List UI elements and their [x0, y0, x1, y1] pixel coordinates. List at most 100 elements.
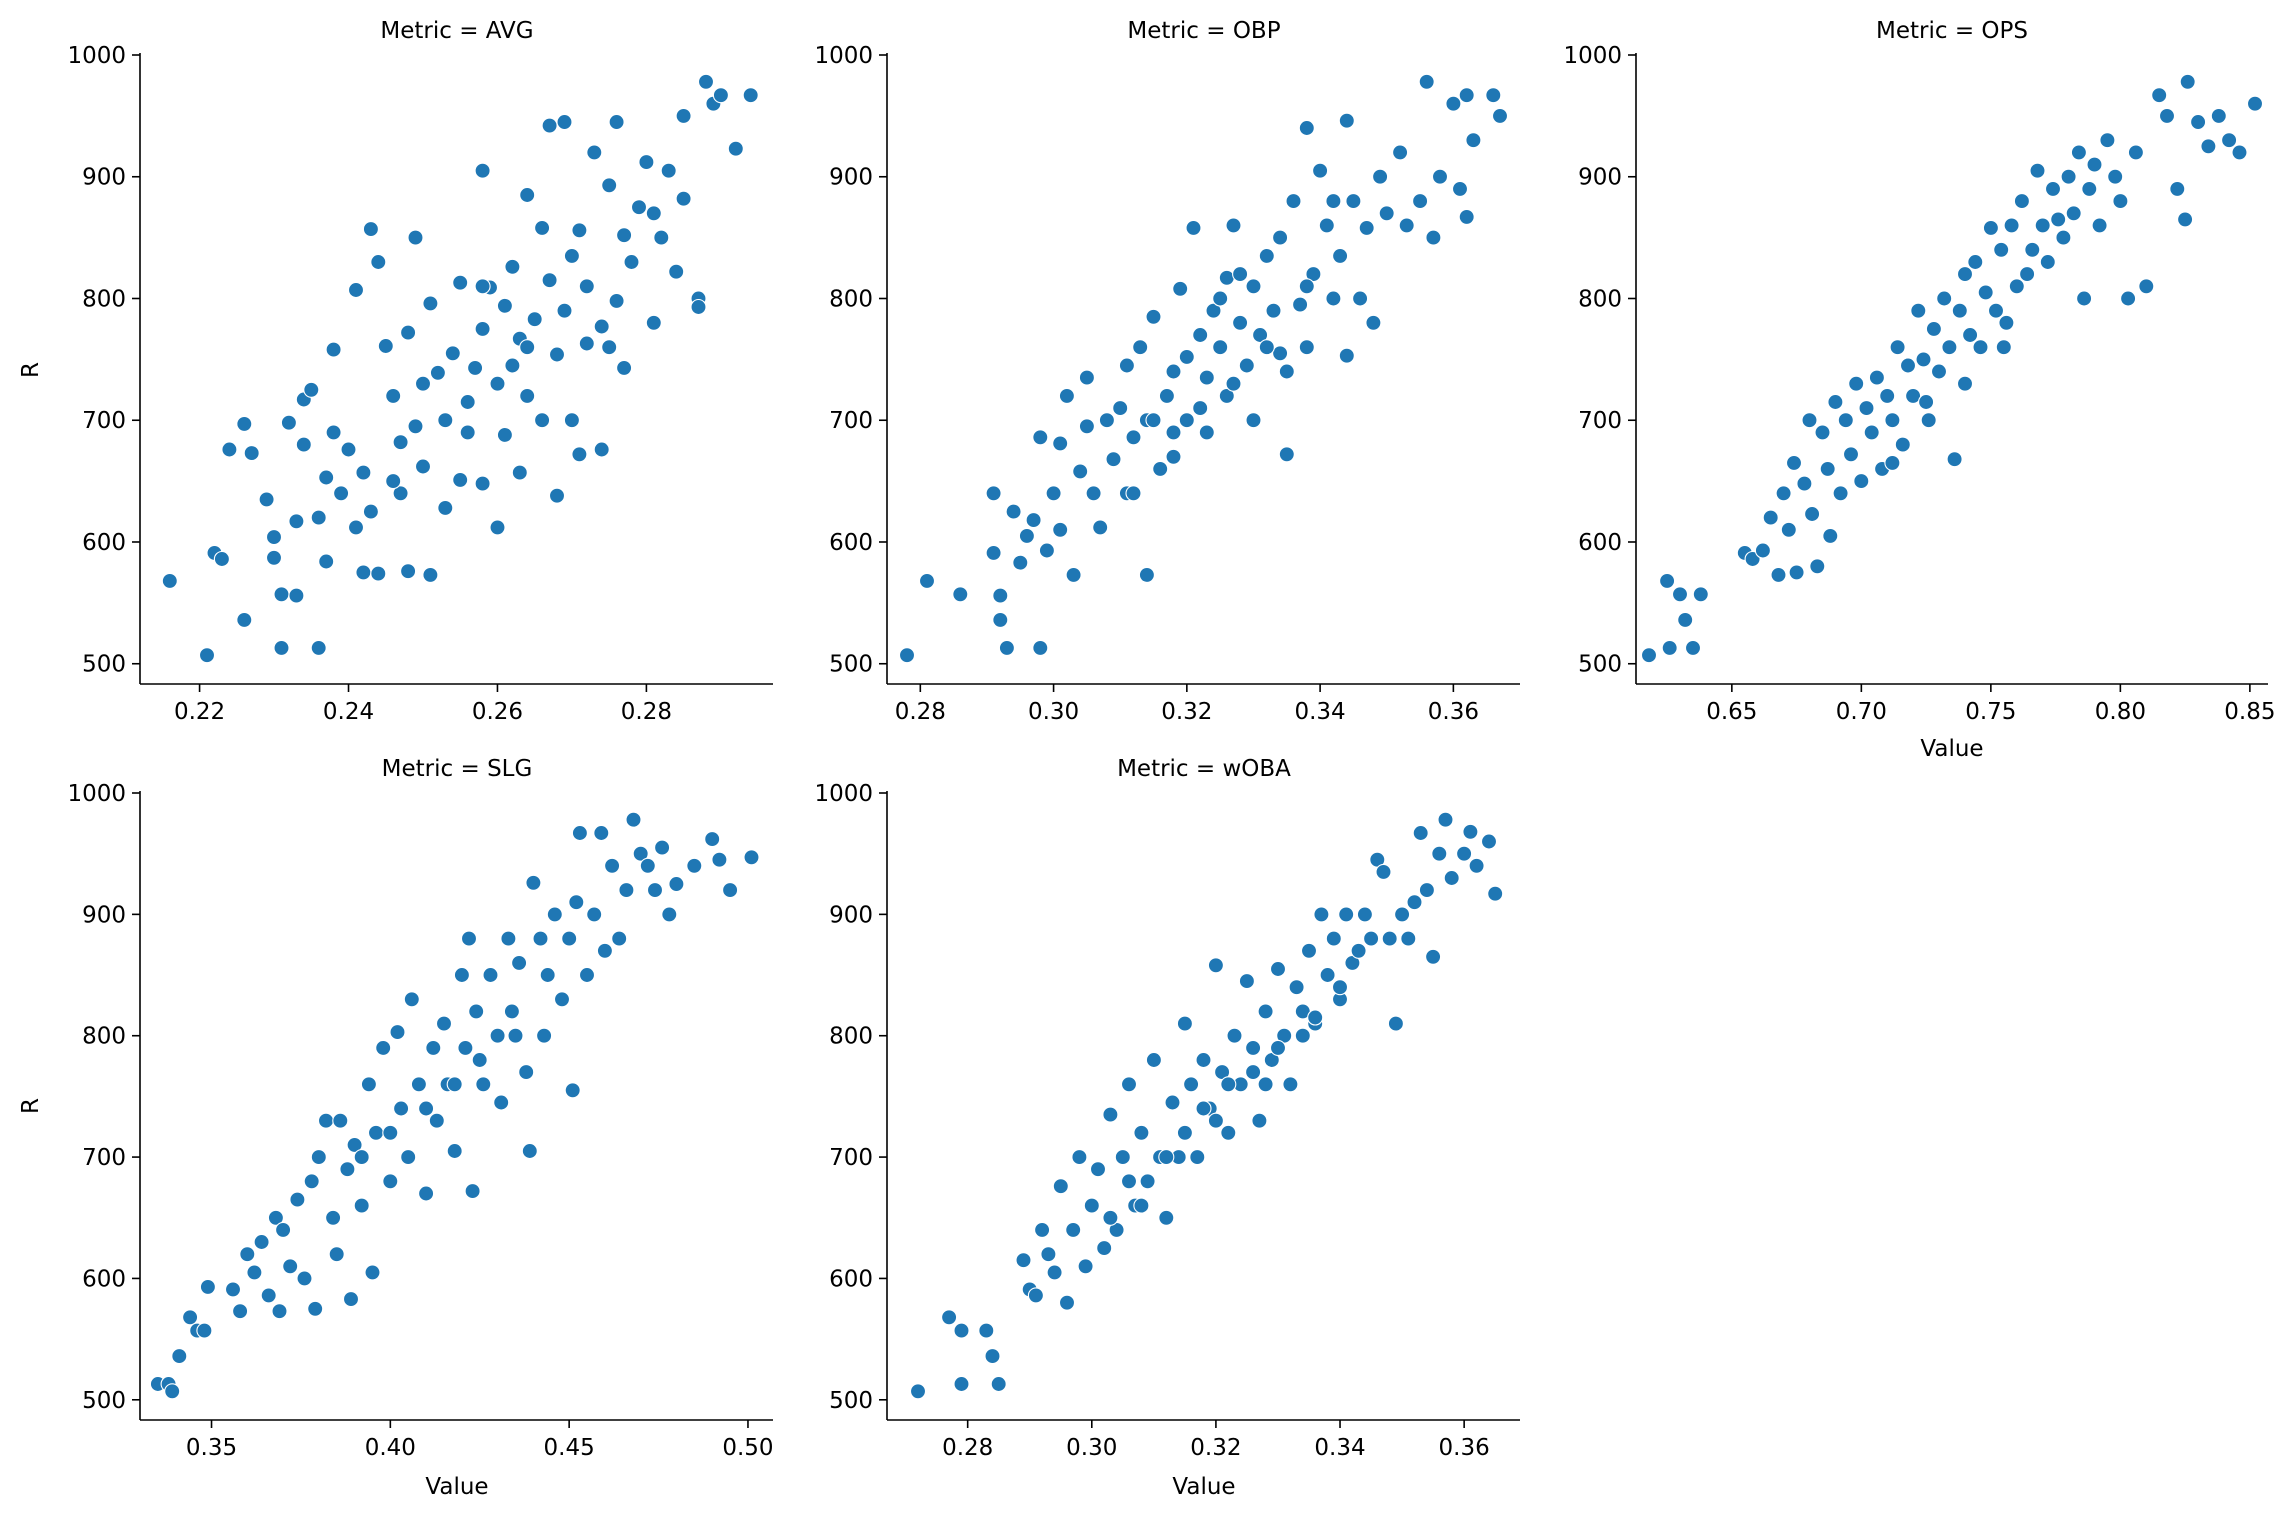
data-point [1252, 326, 1269, 344]
data-point [1298, 278, 1315, 295]
data-point [1145, 412, 1162, 429]
x-tick-label: 0.30 [1028, 699, 1079, 725]
data-point [1225, 375, 1242, 392]
x-tick-label: 0.30 [1066, 1435, 1117, 1461]
data-point [460, 930, 478, 947]
data-point [1868, 369, 1885, 386]
y-tick-label: 700 [829, 1145, 873, 1171]
data-point [2024, 241, 2041, 258]
data-point [403, 991, 420, 1008]
data-point [1378, 205, 1395, 222]
data-point [998, 639, 1015, 656]
data-point [686, 857, 703, 874]
data-point [1178, 348, 1195, 365]
data-point [534, 219, 551, 236]
y-axis-ticks: 500 600 700 800 900 1000 [814, 43, 887, 678]
data-point [2039, 253, 2056, 271]
data-point [1754, 542, 1771, 559]
data-point [260, 1287, 277, 1304]
data-point [1257, 1003, 1274, 1020]
x-tick-label: 0.34 [1314, 1435, 1365, 1461]
data-point [1078, 418, 1095, 435]
data-point [400, 324, 417, 341]
data-point [571, 446, 588, 463]
data-point [2246, 95, 2264, 112]
data-point [596, 942, 613, 959]
data-point [1338, 347, 1355, 364]
data-point [1338, 112, 1355, 129]
data-point [541, 272, 558, 289]
data-point [400, 1149, 417, 1166]
data-point [1788, 564, 1805, 581]
x-tick-label: 0.35 [186, 1435, 237, 1461]
panel-title: Metric = OPS [1876, 18, 2028, 44]
data-point [1145, 1051, 1162, 1069]
data-point [346, 1136, 363, 1153]
x-tick-label: 0.22 [174, 699, 225, 725]
data-point [1065, 566, 1082, 583]
data-point [521, 1142, 538, 1160]
data-point [1058, 387, 1075, 404]
y-axis-ticks: 500 600 700 800 900 1000 [1563, 43, 1636, 678]
data-point [623, 253, 640, 271]
panel-title: Metric = wOBA [1117, 756, 1291, 782]
data-point [1183, 1076, 1200, 1093]
data-point [1298, 119, 1315, 137]
data-point [1451, 180, 1469, 197]
data-point [1139, 1173, 1156, 1190]
data-point [1443, 869, 1460, 887]
data-point [697, 73, 715, 90]
data-point [1801, 412, 1818, 429]
data-point [1300, 942, 1318, 959]
data-point [1285, 193, 1302, 210]
data-point [563, 247, 580, 264]
data-point [1785, 454, 1803, 471]
data-point [1319, 966, 1336, 984]
data-point [452, 274, 469, 291]
data-point [1218, 269, 1235, 286]
data-point [224, 1281, 242, 1298]
data-point [1671, 586, 1689, 603]
data-point [400, 563, 417, 580]
data-point [1744, 550, 1761, 568]
data-point [1951, 302, 1968, 319]
data-point [2177, 211, 2194, 228]
data-point [435, 1015, 453, 1032]
data-point [2008, 278, 2025, 295]
data-point [1345, 193, 1362, 210]
data-point [1034, 1221, 1051, 1238]
data-point [563, 412, 580, 429]
data-point [601, 339, 618, 356]
data-point [675, 107, 692, 124]
data-point [1863, 424, 1880, 441]
data-point [1491, 107, 1509, 124]
data-point [422, 566, 439, 583]
data-point [2127, 144, 2144, 161]
data-point [1025, 512, 1042, 529]
data-point [1775, 485, 1792, 502]
data-point [593, 441, 610, 458]
data-point [534, 412, 551, 429]
data-point [630, 199, 648, 216]
data-point [482, 966, 499, 984]
data-point [2081, 180, 2098, 197]
y-axis-ticks: 500 600 700 800 900 1000 [814, 781, 887, 1414]
data-point [1232, 314, 1249, 331]
data-point [608, 113, 625, 131]
data-point [1172, 280, 1189, 297]
data-point [727, 140, 744, 157]
data-point [536, 1027, 553, 1044]
data-point [236, 415, 253, 432]
data-point [1956, 266, 1974, 283]
data-point [1220, 1124, 1237, 1141]
x-axis-label: Value [425, 1474, 488, 1500]
data-point [2190, 113, 2207, 131]
data-point [1165, 448, 1182, 465]
data-point [743, 849, 760, 866]
x-tick-label: 0.85 [2224, 699, 2275, 725]
data-point [556, 113, 573, 131]
data-point [273, 586, 290, 603]
data-point [1245, 412, 1262, 429]
data-point [310, 1149, 327, 1166]
data-point [593, 824, 610, 842]
